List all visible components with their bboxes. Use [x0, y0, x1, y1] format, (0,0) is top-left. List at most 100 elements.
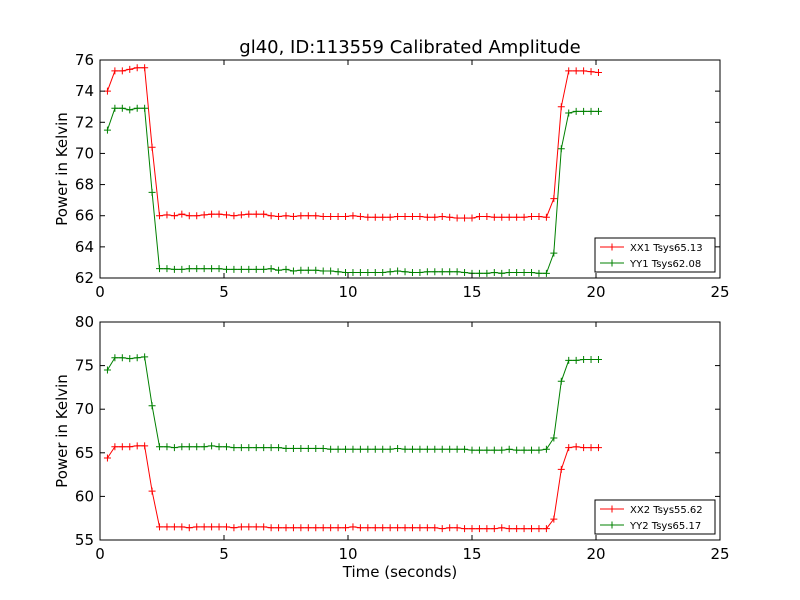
data-point — [542, 445, 550, 453]
data-point — [587, 355, 595, 363]
data-point — [334, 524, 342, 532]
data-point — [513, 269, 521, 277]
data-point — [356, 212, 364, 220]
data-point — [468, 525, 476, 533]
data-point — [490, 446, 498, 454]
data-point — [334, 212, 342, 220]
data-point — [141, 353, 149, 361]
y-tick-label: 70 — [75, 400, 94, 418]
data-point — [520, 213, 528, 221]
data-point — [133, 442, 141, 450]
data-point — [565, 109, 573, 117]
data-point — [163, 523, 171, 531]
data-point — [394, 444, 402, 452]
data-point — [542, 269, 550, 277]
data-point — [542, 213, 550, 221]
data-point — [542, 525, 550, 533]
data-point — [319, 444, 327, 452]
data-point — [401, 524, 409, 532]
data-point — [475, 269, 483, 277]
data-point — [550, 515, 558, 523]
data-point — [453, 268, 461, 276]
legend-box — [594, 237, 716, 273]
data-point — [275, 212, 283, 220]
data-point — [498, 524, 506, 532]
data-point — [580, 444, 588, 452]
data-point — [297, 444, 305, 452]
data-point — [438, 268, 446, 276]
data-point — [230, 524, 238, 532]
legend-swatch-marker — [608, 243, 616, 251]
data-point — [141, 104, 149, 112]
data-point — [141, 64, 149, 72]
data-point — [245, 444, 253, 452]
data-point — [289, 212, 297, 220]
data-point — [103, 366, 111, 374]
data-point — [520, 446, 528, 454]
legend-label: XX1 Tsys65.13 — [630, 243, 703, 254]
data-point — [431, 524, 439, 532]
data-point — [513, 213, 521, 221]
data-point — [438, 445, 446, 453]
data-point — [289, 444, 297, 452]
data-point — [483, 212, 491, 220]
data-point — [587, 107, 595, 115]
data-point — [170, 212, 178, 220]
data-point — [304, 444, 312, 452]
data-point — [401, 212, 409, 220]
data-point — [267, 265, 275, 273]
data-point — [215, 210, 223, 218]
data-point — [565, 444, 573, 452]
data-point — [252, 210, 260, 218]
data-point — [505, 525, 513, 533]
data-point — [334, 268, 342, 276]
data-point — [319, 267, 327, 275]
data-point — [193, 265, 201, 273]
data-point — [446, 445, 454, 453]
data-point — [342, 445, 350, 453]
data-point — [289, 524, 297, 532]
data-point — [580, 355, 588, 363]
data-point — [252, 265, 260, 273]
data-point — [468, 214, 476, 222]
data-point — [230, 212, 238, 220]
data-point — [282, 212, 290, 220]
data-point — [289, 267, 297, 275]
data-point — [490, 525, 498, 533]
x-tick-label: 20 — [586, 545, 605, 563]
data-point — [193, 523, 201, 531]
data-point — [200, 211, 208, 219]
data-point — [245, 265, 253, 273]
data-point — [275, 524, 283, 532]
data-point — [386, 445, 394, 453]
data-point — [156, 212, 164, 220]
y-axis-label: Power in Kelvin — [53, 112, 71, 226]
data-point — [133, 104, 141, 112]
data-point — [513, 525, 521, 533]
series-line — [106, 445, 599, 530]
data-point — [364, 445, 372, 453]
data-point — [438, 525, 446, 533]
y-tick-label: 60 — [75, 487, 94, 505]
series-line — [106, 67, 599, 219]
data-point — [185, 212, 193, 220]
data-point — [557, 103, 565, 111]
legend-swatch-marker — [608, 259, 616, 267]
x-tick-label: 0 — [95, 283, 105, 301]
data-point — [342, 269, 350, 277]
legend: XX2 Tsys55.62 YY2 Tsys65.17 — [594, 499, 716, 535]
data-point — [535, 446, 543, 454]
data-point — [453, 214, 461, 222]
data-point — [528, 269, 536, 277]
data-point — [423, 268, 431, 276]
data-point — [111, 104, 119, 112]
y-tick-label: 64 — [75, 238, 94, 256]
data-point — [245, 523, 253, 531]
data-point — [178, 443, 186, 451]
data-point — [327, 267, 335, 275]
data-point — [356, 269, 364, 277]
data-point — [156, 523, 164, 531]
data-point — [200, 265, 208, 273]
x-tick-label: 25 — [710, 283, 729, 301]
y-tick-label: 66 — [75, 207, 94, 225]
